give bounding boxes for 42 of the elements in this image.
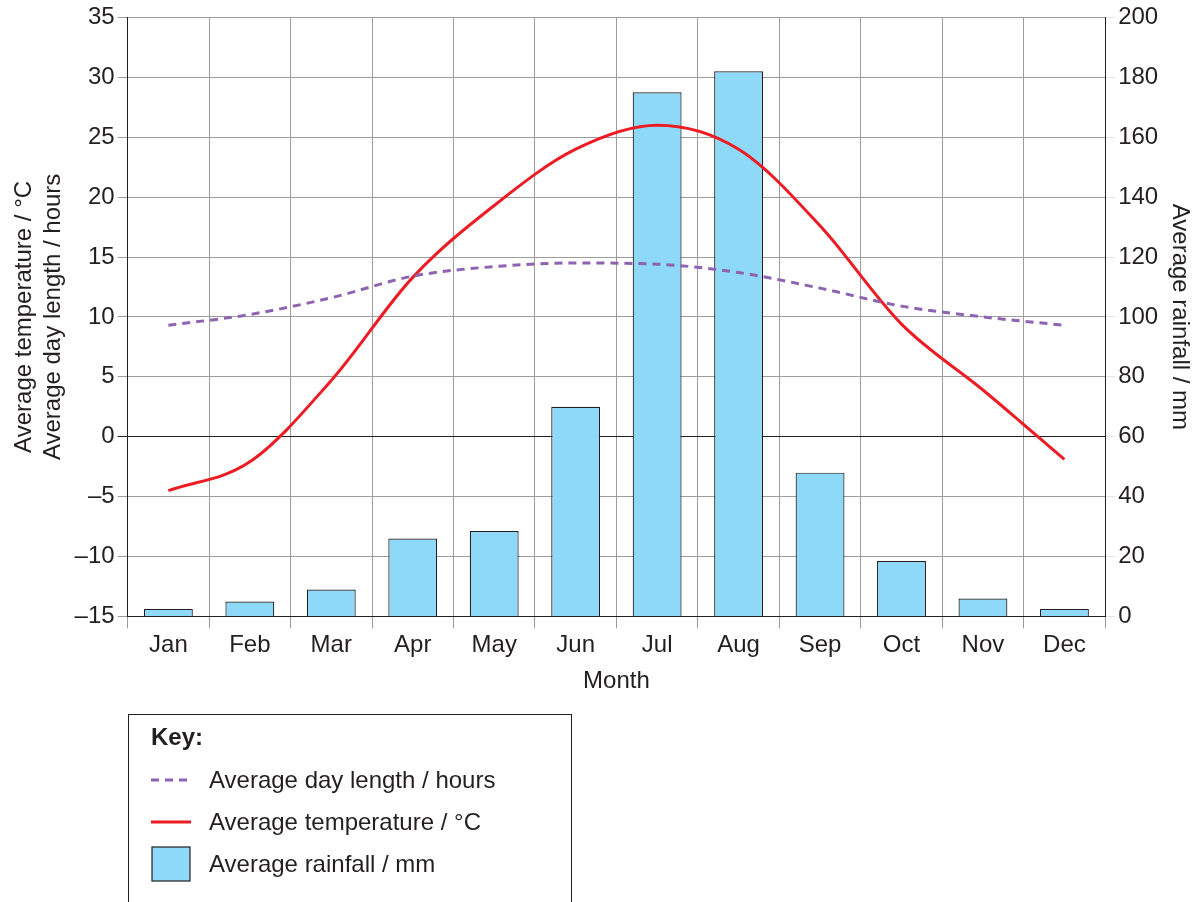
x-tick-label: May (471, 630, 517, 658)
y2-tick-label: 200 (1118, 2, 1159, 30)
y2-tick-label: 160 (1118, 121, 1159, 149)
y2-tick-label: 180 (1118, 61, 1159, 89)
y-tick-label: 35 (87, 2, 115, 30)
legend-title: Key: (151, 723, 205, 751)
x-tick-label: Dec (1043, 630, 1086, 658)
y-tick-label: 10 (87, 301, 115, 329)
y2-tick-label: 120 (1118, 241, 1159, 269)
x-tick-label: Aug (717, 630, 760, 658)
y-tick-label: –5 (87, 481, 115, 509)
y2-tick-label: 40 (1118, 481, 1145, 509)
legend-label: Average temperature / °C (209, 808, 481, 836)
y2-tick-label: 140 (1118, 181, 1159, 209)
x-tick-label: Mar (310, 630, 352, 658)
x-tick-label: Jul (641, 630, 673, 658)
legend-label: Average rainfall / mm (209, 850, 436, 878)
y-axis-title: Average temperature / °C Average day length / hours (9, 173, 65, 461)
line-series (166, 123, 1066, 493)
y-tick-label: –10 (74, 541, 115, 569)
x-tick-label: Sep (798, 630, 842, 658)
y2-tick-label: 60 (1118, 421, 1145, 449)
y-tick-label: 20 (87, 181, 115, 209)
x-tick-label: Feb (229, 630, 271, 658)
x-tick-label: Apr (394, 630, 432, 658)
x-tick-label: Oct (882, 630, 921, 658)
y2-tick-label: 20 (1118, 541, 1145, 569)
y-tick-label: –15 (74, 601, 115, 629)
y2-tick-label: 100 (1118, 301, 1159, 329)
x-tick-label: Nov (961, 630, 1005, 658)
x-tick-label: Jan (149, 630, 188, 658)
y-tick-label: 25 (87, 121, 115, 149)
x-axis-title: Month (583, 666, 650, 694)
y-tick-label: 15 (87, 241, 115, 269)
y2-tick-label: 80 (1118, 361, 1145, 389)
y2-tick-label: 0 (1118, 601, 1132, 629)
y-tick-label: 0 (101, 421, 115, 449)
x-tick-label: Jun (556, 630, 596, 658)
legend-label: Average day length / hours (209, 766, 496, 794)
y-tick-label: 5 (101, 361, 115, 389)
y-tick-label: 30 (87, 61, 115, 89)
y2-axis-title: Average rainfall / mm (1167, 203, 1195, 431)
